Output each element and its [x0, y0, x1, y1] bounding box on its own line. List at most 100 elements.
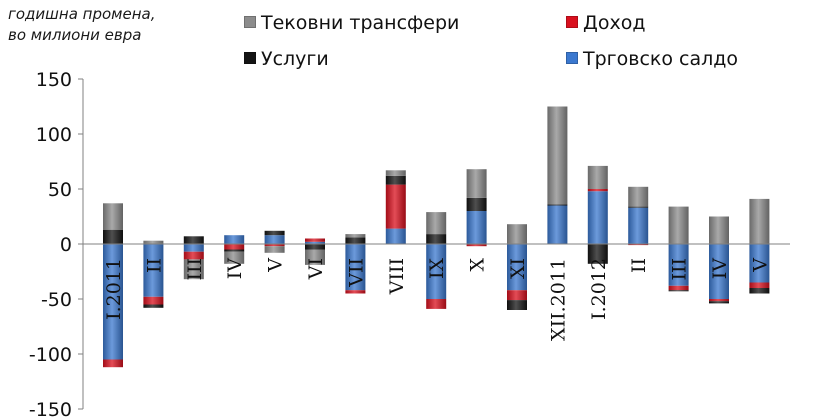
bar-segment [305, 244, 325, 250]
bar-segment [385, 184, 406, 229]
x-tick-label: V [265, 258, 287, 273]
bar-segment [628, 186, 649, 207]
bar-segment [305, 249, 325, 265]
x-tick-label: VII [345, 258, 367, 288]
legend-label-trade-balance: Трговско салдо [583, 48, 739, 70]
bar-segment [385, 228, 406, 244]
bar-segment [103, 359, 123, 368]
bar-segment [709, 216, 729, 244]
unit-label: годишна промена, во милиони евра [8, 4, 156, 46]
bar-segment [749, 288, 770, 294]
bar-segment [224, 251, 245, 264]
legend-label-current-transfers: Тековни трансфери [261, 12, 460, 34]
bar-segment [426, 234, 447, 244]
x-tick-label: X [467, 258, 489, 272]
x-tick-label: IV [709, 258, 731, 280]
bar-segment [426, 299, 447, 309]
bar-segment [587, 191, 608, 244]
bar-segment [224, 249, 245, 252]
legend-item-services: Услуги [244, 48, 329, 70]
bar-segment [466, 211, 487, 244]
bar-segment [264, 244, 285, 247]
bar-segment [668, 290, 689, 292]
bar-segment [183, 244, 204, 252]
bar-segment [507, 244, 527, 291]
bar-segment [507, 290, 527, 301]
bar-segment [385, 175, 406, 185]
legend-label-services: Услуги [261, 48, 329, 70]
bar-segment [183, 251, 204, 260]
bar-segment [224, 235, 245, 244]
legend-swatch-income [566, 16, 578, 28]
unit-label-line-1: годишна промена, [8, 5, 156, 23]
x-tick-label: I.2012 [588, 258, 610, 320]
bar-segment [587, 165, 608, 189]
bar-segment [103, 203, 123, 230]
y-tick-label: 150 [36, 69, 72, 91]
x-tick-label: XII.2011 [547, 258, 569, 341]
bar-segment [264, 246, 285, 253]
bar-segment [507, 300, 527, 310]
legend-swatch-current-transfers [244, 16, 256, 28]
bar-segment [345, 290, 366, 294]
bar-segment [547, 106, 568, 205]
x-tick-label: VIII [386, 258, 408, 295]
y-tick-label: -50 [41, 289, 72, 311]
bar-segment [709, 301, 729, 304]
x-tick-label: VI [305, 258, 327, 280]
bar-segment [709, 244, 729, 299]
x-tick-label: II [628, 258, 650, 273]
bar-segment [345, 237, 366, 244]
legend-item-trade-balance: Трговско салдо [566, 48, 738, 70]
bar-segment [466, 197, 487, 211]
x-tick-label: V [749, 258, 771, 273]
legend-swatch-services [244, 52, 256, 64]
bar-segment [547, 205, 568, 244]
legend-item-income: Доход [566, 12, 645, 34]
x-tick-label: IV [224, 258, 246, 280]
bar-segment [143, 304, 164, 308]
bar-segment [628, 244, 649, 246]
bar-segment [183, 259, 204, 280]
bar-segment [305, 238, 325, 242]
bar-segment [426, 244, 447, 299]
legend-swatch-trade-balance [566, 52, 578, 64]
bar-segment [507, 224, 527, 244]
bar-segment [749, 244, 770, 283]
y-tick-label: 0 [60, 234, 72, 256]
x-tick-label: II [143, 258, 165, 273]
legend-item-current-transfers: Тековни трансфери [244, 12, 459, 34]
bar-segment [668, 206, 689, 244]
x-tick-label: IX [426, 258, 448, 280]
bar-segment [749, 198, 770, 244]
bar-segment [345, 244, 366, 291]
x-tick-label: III [669, 258, 691, 281]
bar-segment [224, 244, 245, 250]
bar-segment [587, 244, 608, 264]
bar-segment [385, 170, 406, 176]
x-tick-label: III [184, 258, 206, 281]
y-tick-label: -100 [29, 344, 72, 366]
bar-segment [587, 189, 608, 192]
legend-label-income: Доход [583, 12, 646, 34]
y-tick-label: -150 [29, 399, 72, 417]
bar-segment [668, 285, 689, 291]
bar-segment [709, 299, 729, 302]
bar-segment [183, 236, 204, 244]
bar-segment [143, 296, 164, 305]
bar-segment [547, 204, 568, 206]
bar-segment [143, 244, 164, 297]
bar-segment [628, 207, 649, 244]
bar-segment [264, 235, 285, 244]
x-tick-label: XI [507, 258, 529, 279]
bar-segment [143, 240, 164, 244]
bar-segment [749, 282, 770, 288]
bar-segment [466, 169, 487, 198]
y-tick-label: 50 [48, 179, 72, 201]
bar-segment [264, 230, 285, 236]
bar-segment [466, 244, 487, 247]
bar-segment [345, 234, 366, 238]
bar-segment [103, 244, 123, 360]
bar-segment [426, 212, 447, 235]
